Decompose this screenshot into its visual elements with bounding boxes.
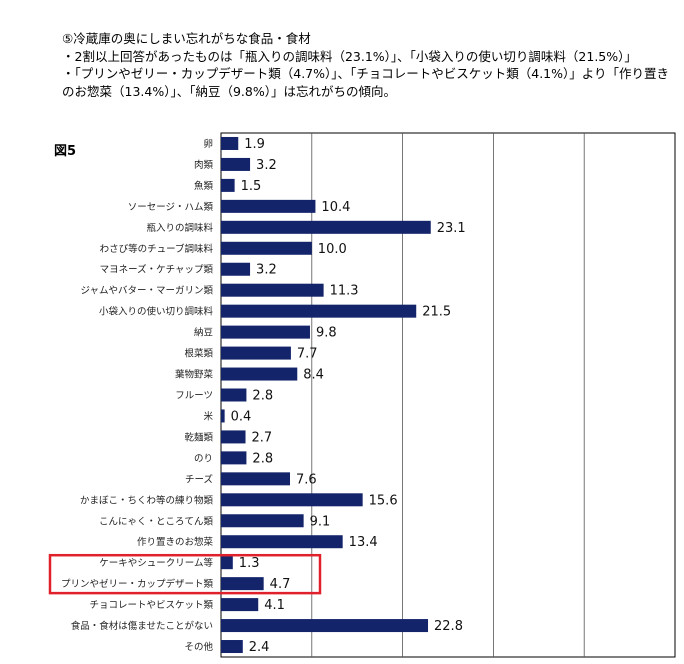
category-label: 瓶入りの調味料 (146, 222, 213, 234)
bar (221, 409, 225, 423)
value-label: 9.1 (310, 514, 331, 529)
category-label: かまぼこ・ちくわ等の練り物類 (80, 494, 214, 506)
value-label: 21.5 (422, 305, 451, 320)
value-label: 8.4 (303, 368, 324, 383)
intro-heading: ⑤冷蔵庫の奥にしまい忘れがちな食品・食材 (62, 31, 311, 46)
category-label: 納豆 (194, 327, 213, 339)
bar (221, 325, 310, 339)
bar (221, 514, 304, 528)
bar (221, 199, 316, 213)
bar (221, 388, 247, 402)
value-label: 10.4 (321, 200, 350, 215)
bar (221, 577, 264, 591)
intro-line-1: ・2割以上回答があったものは「瓶入りの調味料（23.1%）」、「小袋入りの使い切… (62, 48, 637, 64)
category-label: 根菜類 (184, 348, 213, 360)
bar (221, 430, 246, 444)
category-label: その他 (184, 641, 213, 653)
bar (221, 283, 324, 297)
category-label: 葉物野菜 (175, 369, 214, 381)
value-label: 0.4 (231, 409, 252, 424)
category-label: 作り置きのお惣菜 (137, 536, 214, 548)
value-label: 22.8 (434, 619, 463, 634)
bar (221, 346, 291, 360)
category-label: フルーツ (175, 391, 213, 402)
bar (221, 535, 343, 549)
value-label: 11.3 (330, 284, 359, 299)
category-label: ジャムやバター・マーガリン類 (80, 286, 213, 297)
bar (221, 556, 233, 570)
value-label: 1.3 (239, 556, 260, 571)
category-label: 乾麺類 (184, 431, 213, 443)
bar (221, 157, 251, 171)
value-label: 2.8 (252, 451, 273, 466)
value-label: 7.7 (297, 347, 318, 362)
category-label: 肉類 (194, 159, 214, 171)
value-label: 2.8 (252, 389, 273, 404)
category-label: プリンやゼリー・カップデザート類 (61, 578, 214, 590)
bar (221, 304, 417, 318)
value-label: 1.5 (241, 179, 262, 194)
category-label: 魚類 (194, 180, 214, 192)
bar (221, 493, 363, 507)
bar (221, 451, 247, 465)
value-label: 10.0 (318, 242, 347, 257)
category-label: マヨネーズ・ケチャップ類 (100, 264, 214, 276)
value-label: 1.9 (244, 137, 265, 152)
category-label: チョコレートやビスケット類 (89, 600, 213, 611)
bar (221, 640, 243, 654)
category-label: チーズ (185, 473, 214, 485)
bar (221, 598, 259, 612)
bar (221, 472, 291, 486)
category-label: のり (194, 453, 213, 464)
bar (221, 136, 239, 150)
bar (221, 619, 429, 633)
intro-line-2: ・「プリンやゼリー・カップデザート類（4.7%）」、「チョコレートやビスケット類… (62, 66, 670, 99)
value-label: 3.2 (256, 263, 277, 278)
highlight-box (48, 553, 322, 595)
category-label: 小袋入りの使い切り調味料 (99, 306, 214, 318)
value-label: 4.7 (270, 577, 291, 592)
value-label: 23.1 (437, 221, 466, 236)
bar (221, 241, 312, 255)
bar (221, 262, 251, 276)
bar (221, 220, 431, 234)
bar (221, 178, 235, 192)
value-label: 15.6 (369, 493, 398, 508)
value-label: 7.6 (296, 472, 317, 487)
value-label: 2.4 (249, 640, 270, 655)
category-label: ソーセージ・ハム類 (128, 202, 214, 213)
category-label: 卵 (203, 139, 213, 150)
value-label: 2.7 (252, 430, 273, 445)
category-label: 米 (203, 410, 213, 422)
figure-label: 図5 (54, 144, 77, 159)
value-label: 3.2 (256, 158, 277, 173)
bar (221, 367, 298, 381)
category-label: わさび等のチューブ調味料 (100, 243, 214, 255)
value-label: 13.4 (349, 535, 378, 550)
category-label: 食品・食材は傷ませたことがない (71, 620, 213, 632)
value-label: 9.8 (316, 326, 337, 341)
category-label: ケーキやシュークリーム等 (99, 557, 213, 569)
category-label: こんにゃく・ところてん類 (99, 516, 214, 527)
intro-text: ⑤冷蔵庫の奥にしまい忘れがちな食品・食材 ・2割以上回答があったものは「瓶入りの… (62, 30, 677, 100)
value-label: 4.1 (264, 598, 285, 613)
